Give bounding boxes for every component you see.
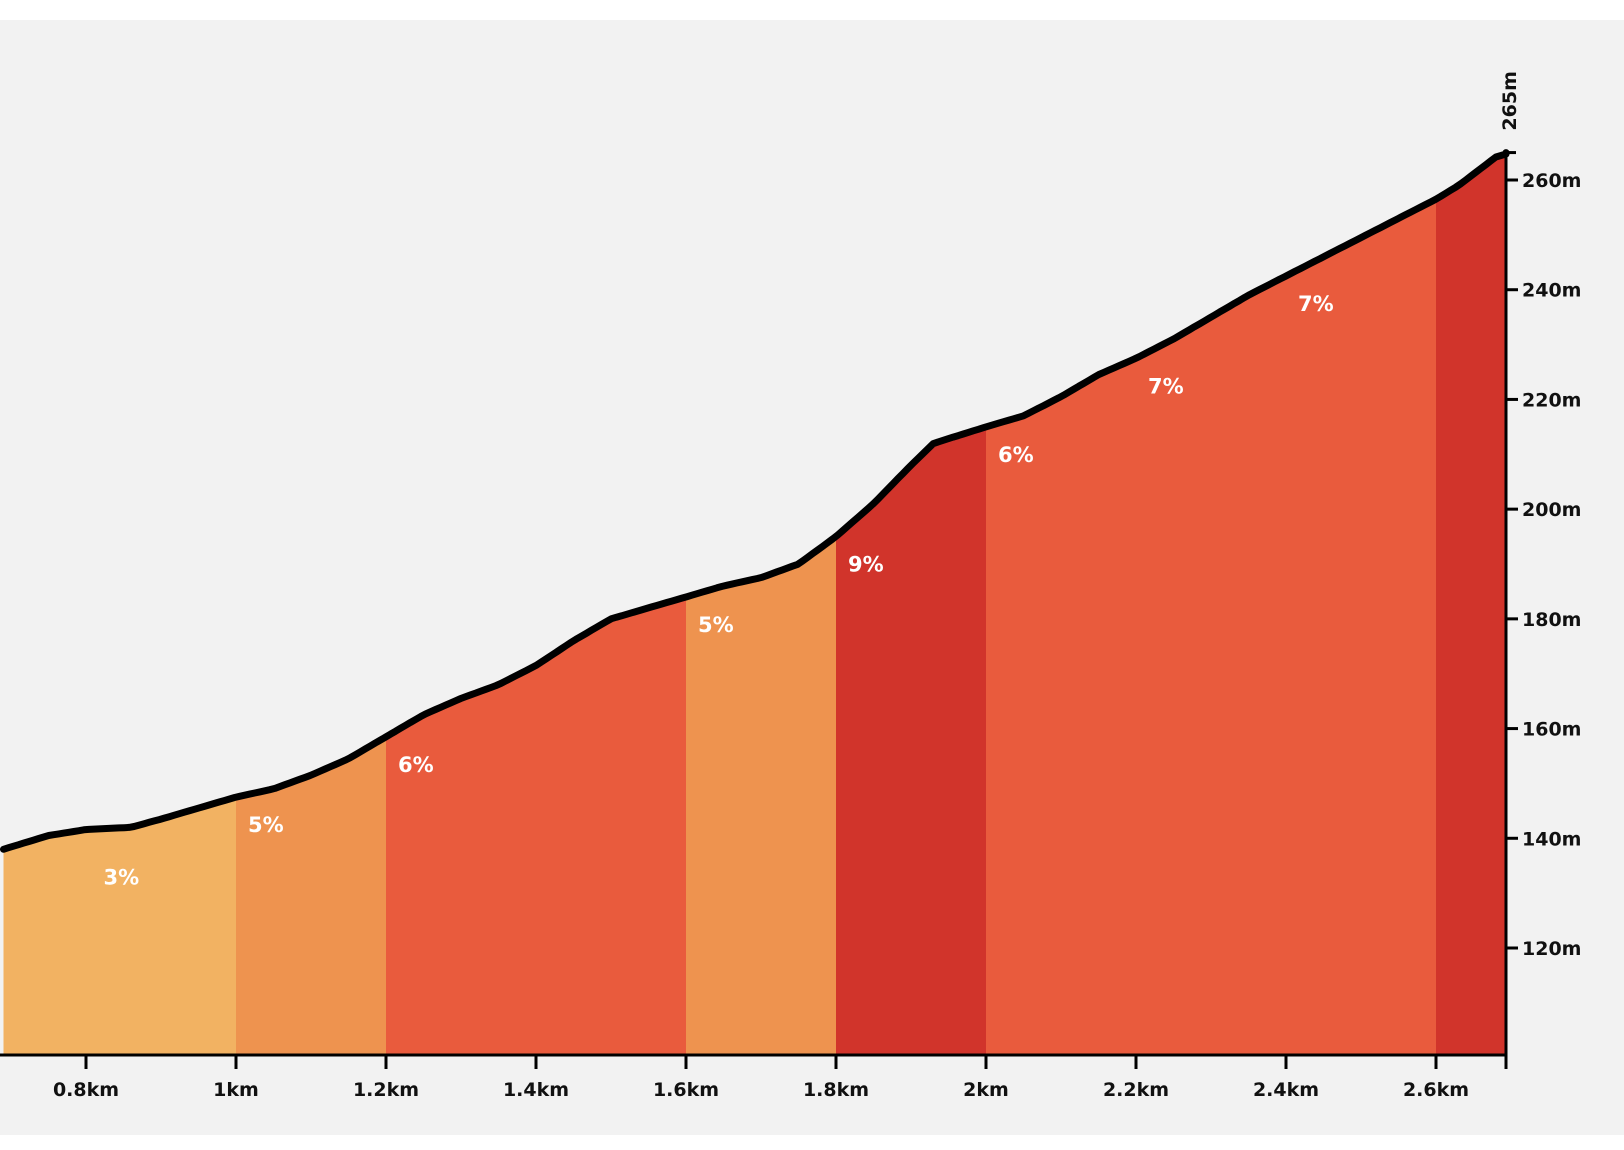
grade-label-2: 5% (248, 813, 284, 837)
grade-label-7: 7% (1148, 374, 1184, 398)
x-tick-label-8: 2.2km (1103, 1079, 1169, 1101)
y-axis: 120m 140m 160m 180m 200m 220m 240m 260m 265m (1499, 71, 1581, 1069)
grade-label-6: 6% (998, 443, 1034, 467)
x-tick-label-4: 1.4km (503, 1079, 569, 1101)
x-tick-label-1: 0.8km (53, 1079, 119, 1101)
x-tick-label-6: 1.8km (803, 1079, 869, 1101)
x-tick-label-3: 1.2km (353, 1079, 419, 1101)
grade-segment-7 (1136, 276, 1286, 1055)
grade-segment-1 (3, 797, 236, 1055)
grade-label-3: 6% (398, 753, 434, 777)
grade-segment-5 (836, 426, 986, 1055)
x-tick-label-5: 1.6km (653, 1079, 719, 1101)
profile-line-layer (0, 149, 1510, 853)
grade-segment-9 (1436, 152, 1506, 1056)
x-tick-label-7: 2km (963, 1079, 1009, 1101)
grade-label-4: 5% (698, 613, 734, 637)
grade-label-1: 3% (104, 865, 140, 889)
x-tick-label-10: 2.6km (1403, 1079, 1469, 1101)
grade-label-8: 7% (1298, 292, 1334, 316)
y-tick-label-2: 140m (1522, 828, 1581, 850)
y-tick-label-5: 200m (1522, 499, 1581, 521)
grade-segments (3, 152, 1506, 1056)
grade-segment-8 (1286, 199, 1436, 1055)
grade-segment-4 (686, 536, 836, 1055)
y-tick-label-3: 160m (1522, 719, 1581, 741)
grade-labels: 3% 5% 6% 5% 9% 6% 7% 7% (104, 292, 1334, 889)
y-tick-label-1: 120m (1522, 938, 1581, 960)
x-tick-label-9: 2.4km (1253, 1079, 1319, 1101)
x-tick-label-2: 1km (213, 1079, 259, 1101)
grade-segment-3 (386, 596, 686, 1055)
summit-label: 265m (1499, 71, 1521, 130)
grade-segment-6 (986, 358, 1136, 1055)
x-axis: 0.8km 1km 1.2km 1.4km 1.6km 1.8km 2km 2.2km 2.4k… (0, 1053, 1506, 1101)
y-tick-label-8: 260m (1522, 170, 1581, 192)
chart-svg: 3% 5% 6% 5% 9% 6% 7% 7% 0.8km 1km 1.2km 1.4km 1.6km… (0, 71, 1581, 1101)
elevation-profile-line (0, 149, 1510, 853)
grade-label-5: 9% (848, 553, 884, 577)
y-tick-label-7: 240m (1522, 280, 1581, 302)
y-tick-label-4: 180m (1522, 609, 1581, 631)
elevation-profile-chart: 3% 5% 6% 5% 9% 6% 7% 7% 0.8km 1km 1.2km 1.4km 1.6km… (0, 20, 1624, 1135)
grade-segment-2 (236, 736, 386, 1055)
y-tick-label-6: 220m (1522, 389, 1581, 411)
